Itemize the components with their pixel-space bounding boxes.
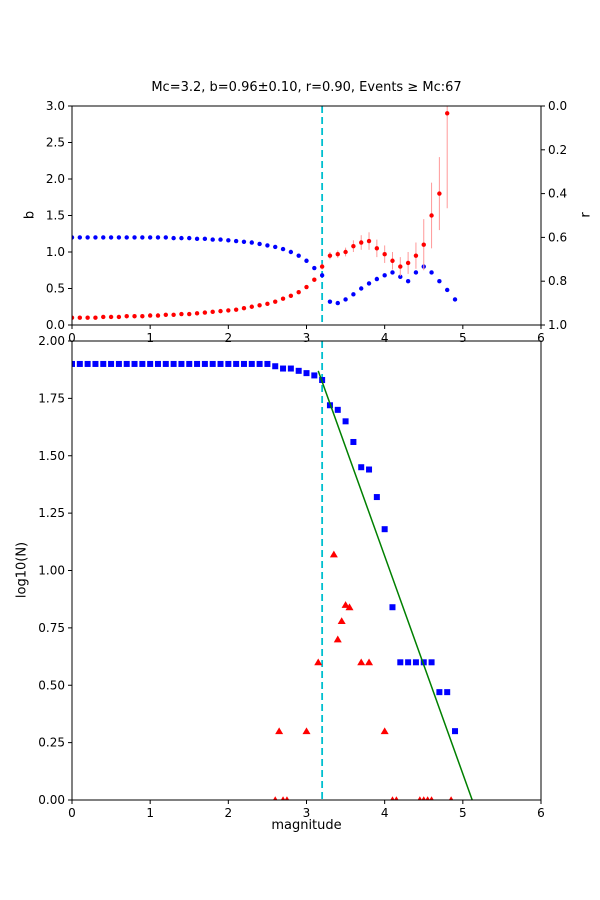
y-tick-label: 0.0 bbox=[46, 318, 65, 332]
incremental-counts bbox=[272, 550, 454, 800]
y-tick-label: 0.25 bbox=[38, 736, 65, 750]
x-tick-label: 1 bbox=[146, 806, 154, 820]
y-tick-label: 0.50 bbox=[38, 678, 65, 692]
y-tick-label: 1.75 bbox=[38, 391, 65, 405]
right-y-tick-label: 0.2 bbox=[548, 143, 567, 157]
chart-title: Mc=3.2, b=0.96±0.10, r=0.90, Events ≥ Mc… bbox=[151, 80, 462, 95]
axes-frame bbox=[71, 105, 542, 326]
x-tick-label: 6 bbox=[537, 331, 545, 345]
x-tick-label: 5 bbox=[459, 331, 467, 345]
y-tick-label: 1.5 bbox=[46, 209, 65, 223]
y-tick-label: 2.00 bbox=[38, 334, 65, 348]
r-value-vs-cutoff bbox=[72, 106, 450, 320]
right-y-tick-label: 0.8 bbox=[548, 274, 567, 288]
x-tick-label: 3 bbox=[303, 806, 311, 820]
gutenberg-richter-fit bbox=[317, 370, 473, 800]
y-tick-label: 0.5 bbox=[46, 282, 65, 296]
x-tick-label: 4 bbox=[381, 806, 389, 820]
x-tick-label: 4 bbox=[381, 331, 389, 345]
y-tick-label: 2.5 bbox=[46, 136, 65, 150]
y-tick-label: 1.50 bbox=[38, 449, 65, 463]
y-tick-label: 1.00 bbox=[38, 564, 65, 578]
x-tick-label: 3 bbox=[303, 331, 311, 345]
right-y-tick-label: 0.4 bbox=[548, 187, 567, 201]
x-tick-label: 2 bbox=[225, 331, 233, 345]
right-y-tick-label: 0.6 bbox=[548, 230, 567, 244]
x-tick-label: 1 bbox=[146, 331, 154, 345]
y-tick-label: 1.25 bbox=[38, 506, 65, 520]
x-axis-label: magnitude bbox=[271, 818, 342, 833]
x-tick-label: 5 bbox=[459, 806, 467, 820]
y-tick-label: 3.0 bbox=[46, 99, 65, 113]
y-tick-label: 2.0 bbox=[46, 172, 65, 186]
x-tick-label: 2 bbox=[225, 806, 233, 820]
x-tick-label: 0 bbox=[68, 331, 76, 345]
b-value-vs-cutoff bbox=[72, 235, 458, 306]
y-tick-label: 0.75 bbox=[38, 621, 65, 635]
y-tick-label: 1.0 bbox=[46, 245, 65, 259]
cumulative-counts bbox=[72, 360, 459, 735]
x-tick-label: 6 bbox=[537, 806, 545, 820]
x-tick-label: 0 bbox=[68, 806, 76, 820]
right-y-tick-label: 0.0 bbox=[548, 99, 567, 113]
y-tick-label: 0.00 bbox=[38, 793, 65, 807]
right-y-tick-label: 1.0 bbox=[548, 318, 567, 332]
